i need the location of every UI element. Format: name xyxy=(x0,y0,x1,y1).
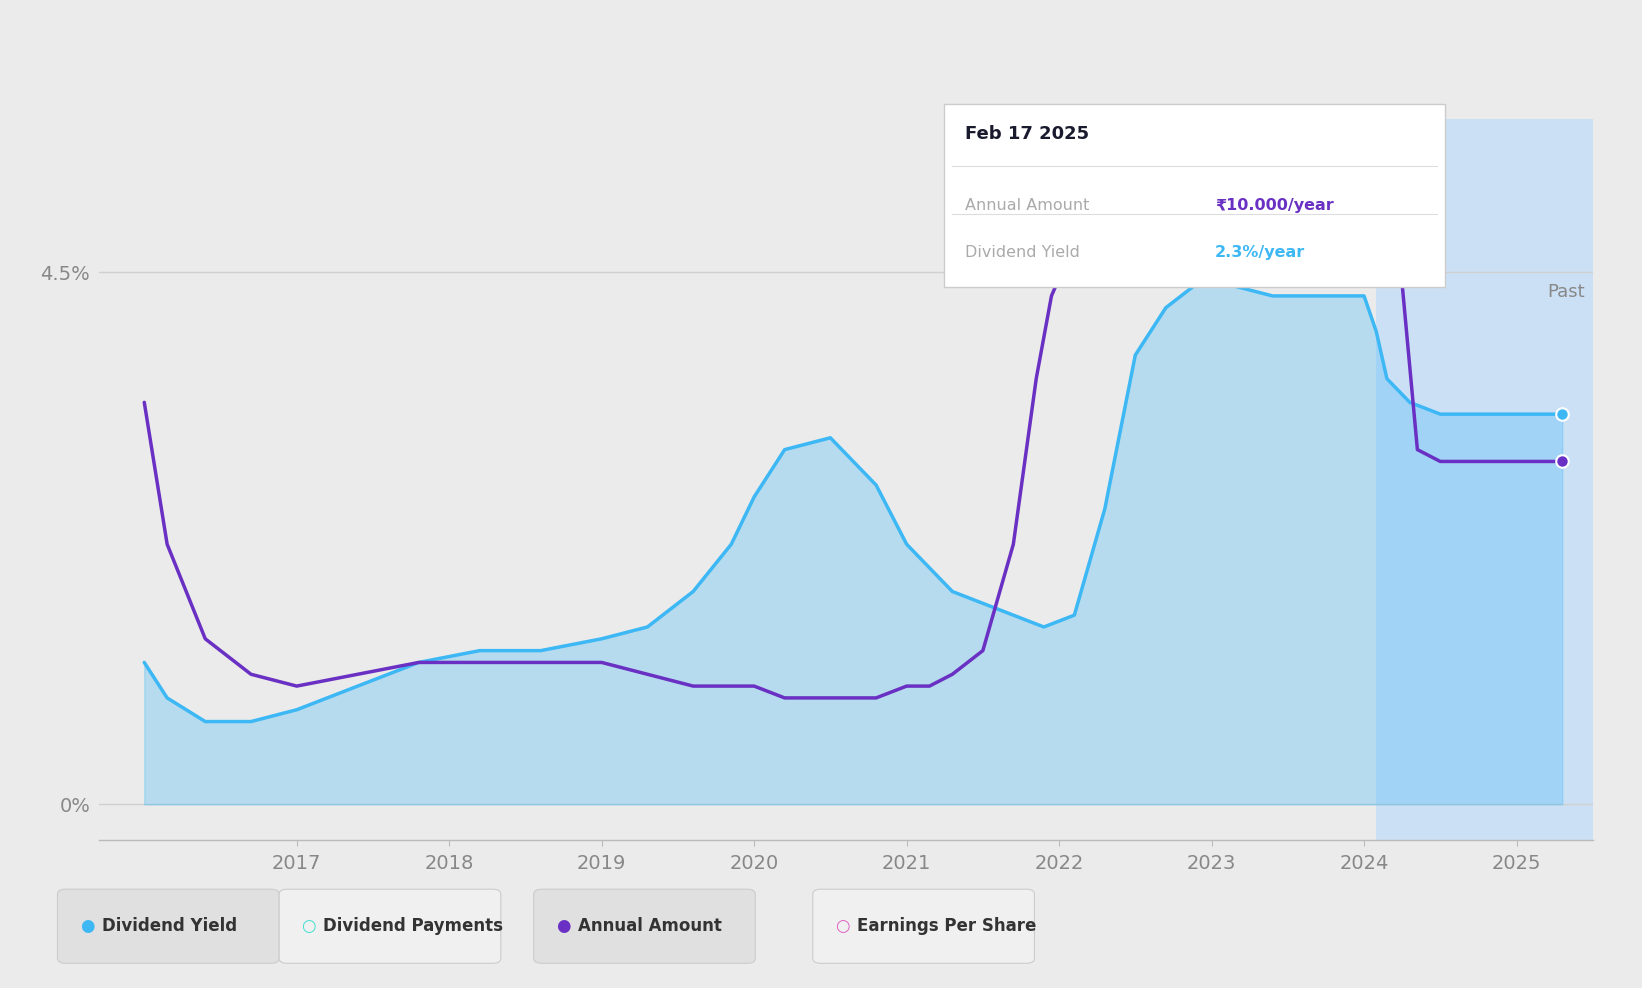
Text: Dividend Yield: Dividend Yield xyxy=(102,917,236,936)
Text: Past: Past xyxy=(1547,283,1585,301)
Text: ○: ○ xyxy=(302,917,315,936)
Text: Feb 17 2025: Feb 17 2025 xyxy=(965,125,1090,143)
Text: Annual Amount: Annual Amount xyxy=(578,917,722,936)
Text: Dividend Payments: Dividend Payments xyxy=(323,917,504,936)
Text: ●: ● xyxy=(557,917,570,936)
Text: Earnings Per Share: Earnings Per Share xyxy=(857,917,1036,936)
Text: ●: ● xyxy=(80,917,94,936)
Bar xyxy=(1376,119,1642,840)
Text: Annual Amount: Annual Amount xyxy=(965,198,1090,212)
Text: ₹10.000/year: ₹10.000/year xyxy=(1215,198,1333,212)
Text: ○: ○ xyxy=(836,917,849,936)
Text: 2.3%/year: 2.3%/year xyxy=(1215,245,1305,260)
Text: Dividend Yield: Dividend Yield xyxy=(965,245,1080,260)
